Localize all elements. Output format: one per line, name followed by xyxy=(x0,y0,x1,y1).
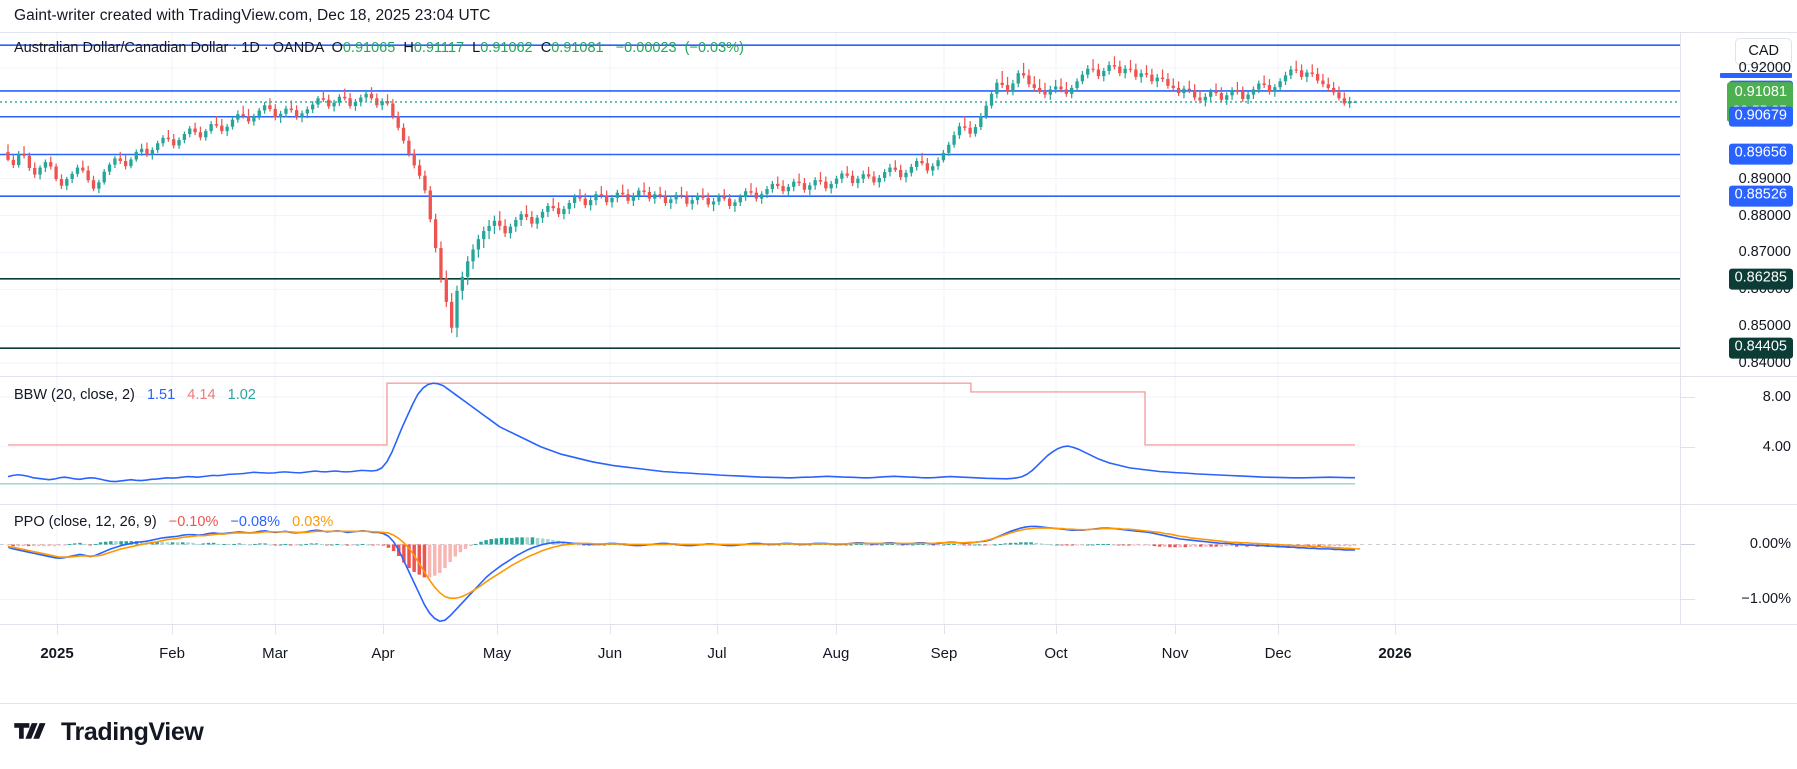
price-pill-0.89656[interactable]: 0.89656 xyxy=(1728,144,1793,165)
bbw-tick-1: 4.00 xyxy=(1762,438,1791,455)
time-gridline-1 xyxy=(172,625,173,634)
ppo-tick-1: −1.00% xyxy=(1741,591,1791,608)
price-tick-3: 0.87000 xyxy=(1738,244,1791,261)
tradingview-logo-icon xyxy=(14,723,46,739)
time-gridline-0 xyxy=(57,625,58,634)
legend-sep-2: · xyxy=(263,40,269,56)
price-tick-1: 0.89000 xyxy=(1738,170,1791,187)
time-label-Feb[interactable]: Feb xyxy=(159,645,185,662)
time-gridline-7 xyxy=(836,625,837,634)
ppo-tick-0: 0.00% xyxy=(1749,536,1791,553)
ppo-legend[interactable]: PPO (close, 12, 26, 9) −0.10% −0.08% 0.0… xyxy=(14,514,333,530)
price-tick-2: 0.88000 xyxy=(1738,207,1791,224)
price-pill-0.84405[interactable]: 0.84405 xyxy=(1728,337,1793,359)
legend-interval[interactable]: 1D xyxy=(241,40,260,56)
time-axis[interactable]: 2025 Feb Mar Apr May Jun Jul Aug Sep Oct Nov Dec 202… xyxy=(0,624,1797,705)
price-axis[interactable]: CAD 0.92000 0.89000 0.88000 0.87000 0.86000 0… xyxy=(1680,33,1797,376)
legend-close-value: 0.91081 xyxy=(551,40,604,56)
legend-close-key: C xyxy=(540,40,552,56)
legend-sep-1: · xyxy=(232,40,238,56)
time-gridline-4 xyxy=(497,625,498,634)
bbw-plot-area[interactable] xyxy=(0,377,1680,505)
time-label-Jun[interactable]: Jun xyxy=(597,645,623,662)
time-label-2025[interactable]: 2025 xyxy=(40,645,74,662)
time-gridline-5 xyxy=(610,625,611,634)
time-gridline-8 xyxy=(944,625,945,634)
ppo-value-1: −0.10% xyxy=(168,514,219,530)
bbw-pane[interactable]: 8.00 4.00 BBW (20, close, 2) 1.51 4.14 1.… xyxy=(0,376,1797,505)
bbw-tick-mark-1 xyxy=(1681,446,1695,448)
ppo-tick-mark-1 xyxy=(1681,599,1695,601)
time-label-2026[interactable]: 2026 xyxy=(1378,645,1412,662)
ppo-axis[interactable]: 0.00% −1.00% xyxy=(1680,505,1797,625)
brand-name: TradingView xyxy=(61,718,204,746)
bbw-legend[interactable]: BBW (20, close, 2) 1.51 4.14 1.02 xyxy=(14,387,256,403)
ppo-plot-area[interactable] xyxy=(0,505,1680,625)
time-label-Dec[interactable]: Dec xyxy=(1264,645,1292,662)
time-label-Jul[interactable]: Jul xyxy=(707,645,727,662)
time-gridline-10 xyxy=(1175,625,1176,634)
legend-symbol[interactable]: Australian Dollar/Canadian Dollar xyxy=(14,40,229,56)
bbw-value-1: 1.51 xyxy=(146,387,176,403)
time-gridline-3 xyxy=(383,625,384,634)
price-pill-0.88526[interactable]: 0.88526 xyxy=(1728,185,1793,207)
price-tick-6: 0.84000 xyxy=(1738,355,1791,372)
time-gridline-9 xyxy=(1056,625,1057,634)
ppo-legend-name[interactable]: PPO (close, 12, 26, 9) xyxy=(14,514,157,530)
time-gridline-6 xyxy=(717,625,718,634)
footer: TradingView xyxy=(14,718,204,747)
time-label-Apr[interactable]: Apr xyxy=(371,645,395,662)
price-legend[interactable]: Australian Dollar/Canadian Dollar · 1D ·… xyxy=(14,40,744,56)
legend-low-key: L xyxy=(472,40,481,56)
time-gridline-11 xyxy=(1278,625,1279,634)
legend-exchange[interactable]: OANDA xyxy=(272,40,324,56)
bbw-value-2: 4.14 xyxy=(187,387,216,403)
bbw-value-3: 1.02 xyxy=(227,387,256,403)
attribution-text: Gaint-writer created with TradingView.co… xyxy=(14,7,491,24)
price-pill-0.86285[interactable]: 0.86285 xyxy=(1728,268,1793,290)
time-label-Nov[interactable]: Nov xyxy=(1161,645,1189,662)
time-gridline-12 xyxy=(1395,625,1396,634)
currency-badge[interactable]: CAD xyxy=(1735,38,1792,65)
axis-blue-marker xyxy=(1720,73,1792,78)
ppo-tick-mark-0 xyxy=(1681,544,1695,546)
time-label-Sep[interactable]: Sep xyxy=(930,645,958,662)
legend-open-value: 0.91065 xyxy=(342,40,396,56)
legend-open-key: O xyxy=(331,40,343,56)
time-label-Mar[interactable]: Mar xyxy=(262,645,288,662)
price-pill-0.90679[interactable]: 0.90679 xyxy=(1728,106,1793,128)
time-label-Oct[interactable]: Oct xyxy=(1044,645,1068,662)
ppo-value-3: 0.03% xyxy=(292,514,334,530)
legend-change: −0.00023 xyxy=(615,40,677,56)
time-gridline-2 xyxy=(275,625,276,634)
price-plot-area[interactable] xyxy=(0,33,1680,376)
price-pane[interactable]: CAD 0.92000 0.89000 0.88000 0.87000 0.86000 0… xyxy=(0,33,1797,376)
time-label-May[interactable]: May xyxy=(482,645,512,662)
chart-frame: CAD 0.92000 0.89000 0.88000 0.87000 0.86000 0… xyxy=(0,32,1797,704)
price-tick-5: 0.85000 xyxy=(1738,318,1791,335)
legend-change-percent: (−0.03%) xyxy=(684,40,744,56)
time-label-Aug[interactable]: Aug xyxy=(822,645,850,662)
legend-low-value: 0.91062 xyxy=(480,40,533,56)
ppo-pane[interactable]: 0.00% −1.00% PPO (close, 12, 26, 9) −0.10… xyxy=(0,504,1797,625)
legend-high-value: 0.91117 xyxy=(413,40,465,56)
bbw-legend-name[interactable]: BBW (20, close, 2) xyxy=(14,387,135,403)
bbw-tick-0: 8.00 xyxy=(1762,388,1791,405)
bbw-tick-mark-0 xyxy=(1681,396,1695,398)
bbw-axis[interactable]: 8.00 4.00 xyxy=(1680,377,1797,505)
price-tick-0: 0.92000 xyxy=(1738,60,1791,77)
legend-high-key: H xyxy=(403,40,414,56)
ppo-value-2: −0.08% xyxy=(230,514,281,530)
